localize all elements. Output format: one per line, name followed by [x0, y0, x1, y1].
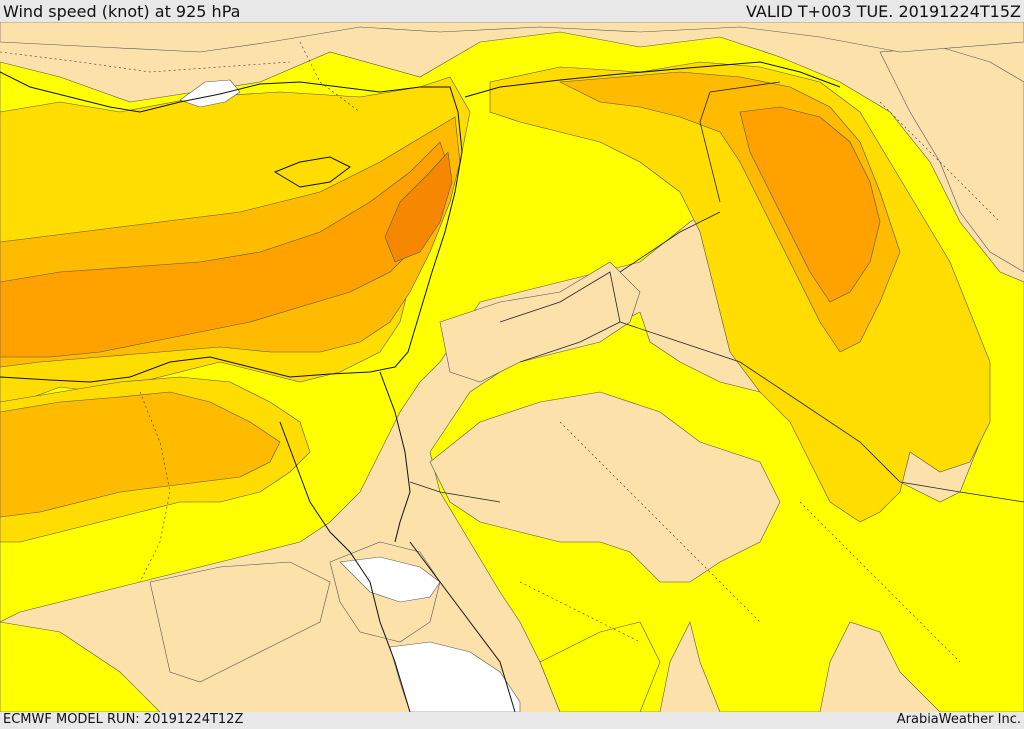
- calm-water-areas: [179, 79, 521, 712]
- valid-time: VALID T+003 TUE. 20191224T15Z: [745, 2, 1021, 21]
- header-bar: [0, 0, 1024, 22]
- wind-band-dark-orange: [0, 106, 881, 358]
- coastlines: [0, 61, 841, 712]
- wind-speed-map[interactable]: [0, 22, 1024, 712]
- footer-bar: [0, 712, 1024, 729]
- model-run-label: ECMWF MODEL RUN: 20191224T12Z: [3, 712, 244, 727]
- wind-band-peak: [384, 151, 453, 263]
- country-borders: [409, 81, 1024, 503]
- map-title: Wind speed (knot) at 925 hPa: [3, 2, 241, 21]
- admin-boundaries: [0, 41, 1001, 663]
- credit-label: ArabiaWeather Inc.: [896, 712, 1021, 727]
